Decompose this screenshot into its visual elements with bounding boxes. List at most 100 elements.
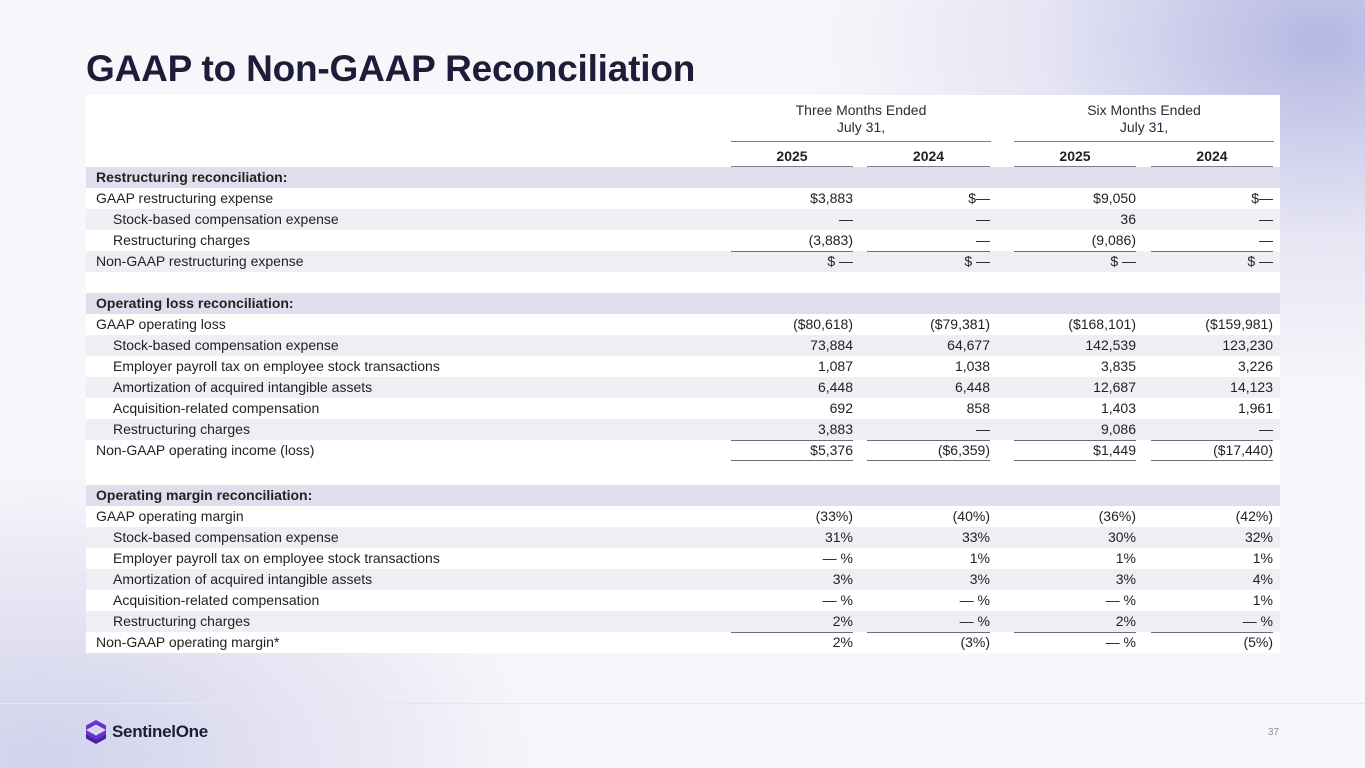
row-value: — — [1259, 232, 1273, 248]
row-value: 64,677 — [947, 337, 990, 353]
table-total-row: Non-GAAP operating income (loss) $5,376 ($… — [86, 440, 1280, 461]
row-value: 1,087 — [817, 358, 853, 374]
table-row: GAAP operating margin (33%) (40%) (36%) (42%… — [86, 506, 1280, 527]
section-restructuring-title: Restructuring reconciliation: — [86, 167, 1280, 188]
table-row: Amortization of acquired intangible asse… — [86, 569, 1280, 590]
row-value: $1,449 — [1093, 442, 1136, 458]
row-value: 14,123 — [1230, 379, 1273, 395]
row-value: — — [976, 211, 990, 227]
row-value: ($17,440) — [1213, 442, 1273, 458]
row-value: $ — — [964, 253, 990, 269]
header-six-months: Six Months Ended July 31, — [1014, 102, 1274, 136]
table-row: Stock-based compensation expense 73,884 64… — [86, 335, 1280, 356]
row-value: 2% — [832, 613, 853, 629]
table-row: Acquisition-related compensation 692 858 1,… — [86, 398, 1280, 419]
row-value: $5,376 — [810, 442, 853, 458]
row-value: (42%) — [1235, 508, 1273, 524]
row-value: ($168,101) — [1068, 316, 1136, 332]
row-value: 3% — [969, 571, 990, 587]
table-row: GAAP operating loss ($80,618) ($79,381) ($1… — [86, 314, 1280, 335]
spacer — [86, 272, 1280, 293]
row-label: Acquisition-related compensation — [113, 400, 320, 416]
row-value: $ — — [1247, 253, 1273, 269]
header-six-months-line2: July 31, — [1119, 119, 1169, 135]
row-value: ($159,981) — [1205, 316, 1273, 332]
sentinelone-logo: SentinelOne — [86, 720, 208, 744]
row-value: 2% — [1115, 613, 1136, 629]
table-total-row: Non-GAAP restructuring expense $ — $ — $ — $… — [86, 251, 1280, 272]
row-label: Stock-based compensation expense — [113, 211, 339, 227]
row-value: (3%) — [960, 634, 990, 650]
row-value: 33% — [961, 529, 990, 545]
row-value: 1,038 — [954, 358, 990, 374]
row-value: — — [839, 211, 853, 227]
row-value: — — [1259, 211, 1273, 227]
row-value: 3,883 — [817, 421, 853, 437]
footer-divider — [0, 703, 1365, 704]
table-row: Stock-based compensation expense — — 36 — — [86, 209, 1280, 230]
table-row: GAAP restructuring expense $3,883 $— $9,050… — [86, 188, 1280, 209]
table-row: Acquisition-related compensation — % — % — … — [86, 590, 1280, 611]
row-value: 1% — [969, 550, 990, 566]
row-label: Amortization of acquired intangible asse… — [113, 571, 373, 587]
row-value: 3,226 — [1237, 358, 1273, 374]
row-value: 3,835 — [1100, 358, 1136, 374]
row-value: 31% — [824, 529, 853, 545]
row-value: 692 — [829, 400, 853, 416]
row-value: 123,230 — [1222, 337, 1273, 353]
row-label: GAAP operating loss — [96, 316, 226, 332]
row-value: 3% — [832, 571, 853, 587]
section-title: Operating loss reconciliation: — [96, 295, 294, 311]
header-six-months-line1: Six Months Ended — [1087, 102, 1201, 118]
section-title: Restructuring reconciliation: — [96, 169, 288, 185]
row-value: — % — [1105, 634, 1136, 650]
row-value: (9,086) — [1091, 232, 1136, 248]
row-value: 12,687 — [1093, 379, 1136, 395]
row-value: (5%) — [1243, 634, 1273, 650]
row-value: 73,884 — [810, 337, 853, 353]
row-value: $— — [968, 190, 990, 206]
row-label: GAAP restructuring expense — [96, 190, 274, 206]
spacer — [86, 461, 1280, 485]
header-three-months-line1: Three Months Ended — [795, 102, 927, 118]
row-value: $ — — [827, 253, 853, 269]
row-value: (40%) — [952, 508, 990, 524]
row-value: — % — [959, 613, 990, 629]
row-value: 1% — [1115, 550, 1136, 566]
section-operating-loss-title: Operating loss reconciliation: — [86, 293, 1280, 314]
row-value: 30% — [1107, 529, 1136, 545]
row-value: (33%) — [815, 508, 853, 524]
row-value: 36 — [1120, 211, 1136, 227]
row-value: ($80,618) — [793, 316, 853, 332]
row-label: Non-GAAP restructuring expense — [96, 253, 304, 269]
row-value: ($6,359) — [937, 442, 990, 458]
row-value: $9,050 — [1093, 190, 1136, 206]
row-value: 1,403 — [1100, 400, 1136, 416]
row-value: — — [976, 421, 990, 437]
row-value: — — [976, 232, 990, 248]
row-value: ($79,381) — [930, 316, 990, 332]
row-value: 142,539 — [1085, 337, 1136, 353]
row-value: 1% — [1252, 550, 1273, 566]
row-label: GAAP operating margin — [96, 508, 244, 524]
logo-text: SentinelOne — [112, 722, 208, 741]
row-value: $3,883 — [810, 190, 853, 206]
row-value: (3,883) — [808, 232, 853, 248]
row-value: 858 — [966, 400, 990, 416]
row-label: Employer payroll tax on employee stock t… — [113, 358, 440, 374]
header-three-months: Three Months Ended July 31, — [731, 102, 991, 136]
reconciliation-table: Three Months Ended July 31, Six Months E… — [86, 95, 1280, 653]
sentinelone-logo-icon — [86, 720, 106, 744]
row-label: Acquisition-related compensation — [113, 592, 320, 608]
row-value: — % — [822, 592, 853, 608]
row-value: (36%) — [1098, 508, 1136, 524]
row-value: — % — [1105, 592, 1136, 608]
row-value: 32% — [1244, 529, 1273, 545]
section-title: Operating margin reconciliation: — [96, 487, 313, 503]
row-label: Amortization of acquired intangible asse… — [113, 379, 373, 395]
table-row: Restructuring charges (3,883) — (9,086) — — [86, 230, 1280, 251]
row-value: — % — [822, 550, 853, 566]
page-number: 37 — [1267, 727, 1279, 738]
row-value: 2% — [832, 634, 853, 650]
row-label: Stock-based compensation expense — [113, 529, 339, 545]
